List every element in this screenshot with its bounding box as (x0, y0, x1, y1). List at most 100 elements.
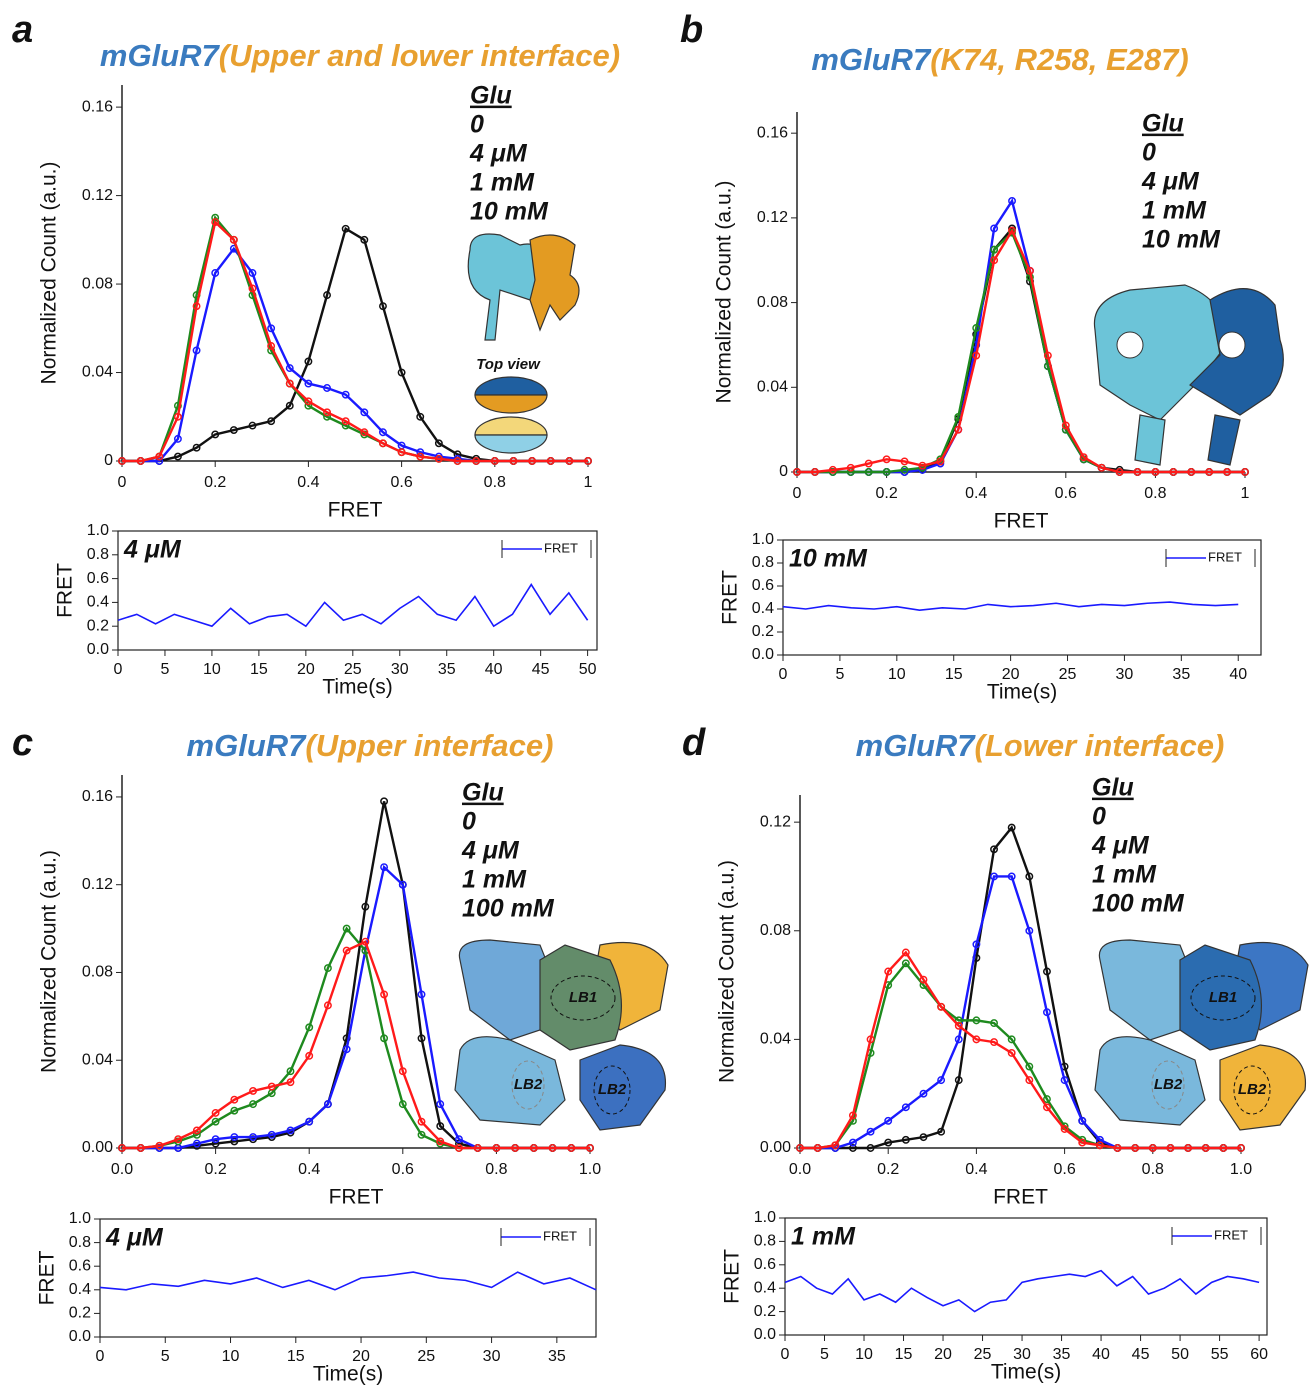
data-point (864, 459, 873, 468)
data-point (398, 1100, 407, 1109)
y-tick-label: 0.2 (87, 617, 109, 634)
cartoon-shape (539, 944, 622, 1051)
data-point (436, 1122, 445, 1131)
data-point (900, 465, 909, 474)
y-tick-label: 0.16 (82, 98, 113, 115)
data-point (360, 235, 369, 244)
data-point (379, 439, 387, 448)
data-point (323, 291, 331, 300)
legend-title: Glu (470, 82, 512, 110)
cartoon-shape (593, 1065, 631, 1115)
x-tick-label: 0.0 (789, 1161, 811, 1178)
legend-title: Glu (1142, 110, 1184, 138)
data-point (1131, 1144, 1140, 1152)
data-point (813, 1144, 822, 1152)
legend-title: Glu (462, 779, 504, 807)
data-point (286, 1078, 295, 1087)
data-point (901, 959, 910, 968)
y-tick-label: 1.0 (87, 522, 109, 539)
legend-title: Glu (1092, 774, 1134, 802)
legend-label: 10 mM (1142, 226, 1221, 254)
x-tick-label: 0.8 (484, 474, 506, 491)
data-point (341, 224, 350, 233)
data-point (1007, 872, 1016, 881)
cartoon-shape (1094, 1036, 1206, 1126)
data-point (417, 990, 426, 999)
y-tick-label: 1.0 (69, 1210, 91, 1227)
legend-label: 0 (462, 808, 476, 836)
title-detail: (Lower interface) (975, 728, 1225, 763)
data-point (267, 417, 276, 426)
data-point (230, 1106, 239, 1115)
data-point (1166, 1144, 1175, 1152)
data-point (901, 1135, 910, 1144)
data-point (417, 1130, 426, 1139)
data-point (546, 457, 555, 465)
title-detail: (Upper interface) (305, 728, 553, 763)
data-point (972, 1016, 981, 1025)
x-tick-label: 5 (820, 1346, 829, 1363)
y-tick-label: 0.04 (760, 1031, 791, 1048)
data-point (586, 1144, 594, 1152)
data-point (192, 302, 201, 311)
y-tick-label: 0.12 (757, 209, 788, 226)
data-point (584, 457, 592, 465)
data-point (249, 1133, 257, 1141)
legend-label: 1 mM (462, 866, 527, 894)
x-axis-label: FRET (993, 1186, 1048, 1209)
y-tick-label: 0.8 (69, 1234, 91, 1251)
legend-label: FRET (543, 1228, 577, 1243)
x-tick-label: 45 (1132, 1346, 1150, 1363)
x-tick-label: 35 (1172, 666, 1190, 683)
plot-frame (784, 1217, 1268, 1336)
y-tick-label: 0.04 (82, 364, 113, 381)
data-point (1025, 1076, 1034, 1085)
x-tick-label: 40 (1229, 666, 1247, 683)
data-point (304, 379, 313, 388)
data-point (937, 1076, 946, 1085)
annotation: LB1 (569, 989, 597, 1006)
data-point (990, 1038, 998, 1047)
x-tick-label: 0.4 (965, 1161, 987, 1178)
data-point (937, 1127, 946, 1136)
data-point (900, 457, 909, 466)
y-tick-label: 0.8 (754, 1233, 776, 1250)
series-line (99, 1271, 597, 1291)
data-point (1219, 1144, 1228, 1152)
data-point (1043, 1095, 1051, 1104)
data-point (286, 1067, 295, 1076)
x-tick-label: 0.4 (298, 1161, 320, 1178)
data-point (305, 1023, 314, 1032)
y-tick-label: 0.2 (754, 1303, 776, 1320)
x-tick-label: 25 (1059, 666, 1077, 683)
chart-title: mGluR7(Lower interface) (856, 728, 1225, 763)
data-point (882, 468, 891, 476)
x-tick-label: 30 (391, 661, 409, 678)
data-point (919, 975, 928, 984)
data-point (990, 224, 999, 233)
data-point (360, 428, 369, 437)
y-tick-label: 1.0 (754, 1209, 776, 1226)
chart-title: mGluR7(Upper interface) (187, 728, 554, 763)
legend-label: 4 μM (1141, 168, 1200, 196)
cartoon-shape (454, 1036, 566, 1126)
data-point (1201, 1144, 1210, 1152)
condition-label: 10 mM (789, 545, 868, 573)
data-point (831, 1141, 840, 1150)
data-point (361, 937, 370, 946)
data-point (379, 302, 387, 311)
data-point (211, 430, 220, 439)
data-point (990, 872, 998, 881)
y-axis-label: Normalized Count (a.u.) (716, 860, 739, 1083)
cartoon-shape (1179, 944, 1262, 1051)
data-point (511, 1144, 520, 1152)
data-point (380, 863, 389, 872)
data-point (884, 1116, 893, 1125)
data-point (1223, 468, 1232, 476)
data-point (211, 218, 220, 227)
data-point (1078, 1116, 1087, 1125)
data-point (848, 1138, 857, 1147)
data-point (810, 468, 819, 476)
data-point (1184, 1144, 1193, 1152)
